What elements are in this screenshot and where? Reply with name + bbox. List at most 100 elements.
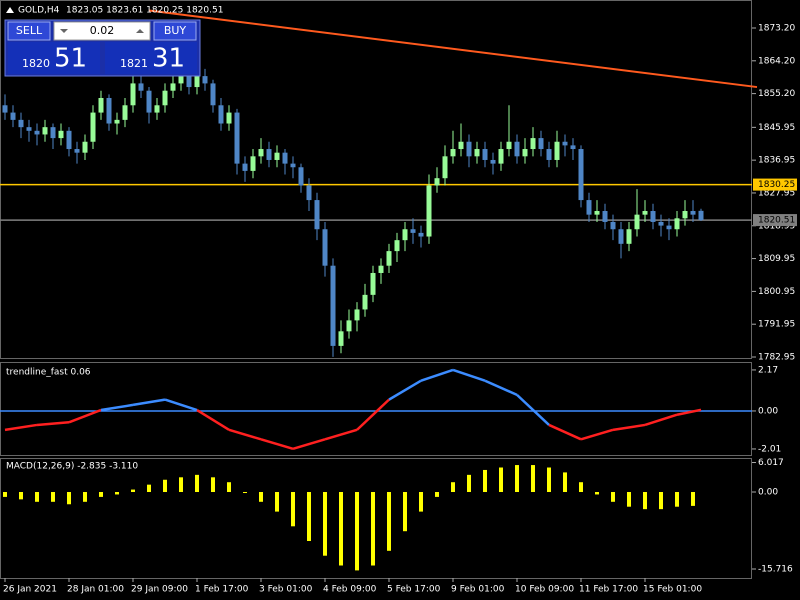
x-tick-label: 11 Feb 17:00 — [579, 585, 638, 595]
indicator-pane — [0, 362, 752, 456]
bid-prefix: 1820 — [22, 57, 50, 70]
candle-body — [162, 90, 168, 106]
macd-title: MACD(12,26,9) -2.835 -3.110 — [6, 462, 138, 472]
y-tick-label: 1836.95 — [758, 156, 795, 166]
candle-body — [410, 229, 416, 233]
indicator-segment — [676, 408, 702, 416]
candle-body — [394, 240, 400, 252]
x-tick-label: 29 Jan 09:00 — [131, 585, 188, 595]
histogram-bar — [339, 492, 343, 566]
candle-body — [66, 130, 72, 150]
x-tick-label: 3 Feb 01:00 — [259, 585, 313, 595]
plot-layer: 1873.20 1864.20 1855.20 1845.95 1836.95 1827.… — [0, 9, 797, 595]
candle-body — [2, 105, 8, 113]
candle-body — [242, 163, 248, 171]
histogram-bar — [387, 492, 391, 551]
candle-body — [250, 156, 256, 171]
candle-body — [378, 265, 384, 273]
ask-prefix: 1821 — [120, 57, 148, 70]
candle-body — [490, 159, 496, 164]
buy-button[interactable] — [153, 21, 197, 41]
x-tick-label: 9 Feb 01:00 — [451, 585, 505, 595]
candle-body — [178, 76, 184, 84]
candle-body — [266, 149, 272, 160]
lot-input[interactable] — [53, 21, 151, 41]
candle-body — [330, 265, 336, 346]
sell-button[interactable] — [7, 21, 51, 41]
y-tick-label: 1782.95 — [758, 353, 795, 363]
candle-body — [186, 76, 192, 88]
candle-body — [498, 149, 504, 164]
histogram-bar — [419, 492, 423, 512]
candle-body — [386, 251, 392, 266]
candle-body — [322, 229, 328, 266]
candle-body — [618, 229, 624, 244]
indicator-segment — [388, 379, 422, 401]
candle-body — [594, 211, 600, 215]
candle-body — [530, 138, 536, 150]
histogram-bar — [275, 492, 279, 512]
candle-body — [306, 185, 312, 201]
ask-pips: 31 — [152, 44, 185, 74]
y-tick-label: 2.17 — [758, 365, 778, 375]
histogram-bar — [355, 492, 359, 571]
candle-body — [418, 232, 424, 237]
ohlc: 1823.05 1823.61 1820.25 1820.51 — [66, 6, 223, 16]
indicator-segment — [356, 398, 390, 431]
indicator-segment — [68, 408, 102, 424]
bid-pips: 51 — [54, 44, 87, 74]
y-tick-label: 1864.20 — [758, 56, 795, 66]
y-tick-label: 1818.95 — [758, 221, 795, 231]
histogram-bar — [467, 474, 471, 493]
candle-body — [258, 149, 264, 157]
histogram-bar — [35, 492, 39, 502]
candle-body — [130, 83, 136, 106]
candle-body — [282, 152, 288, 164]
indicator-segment — [612, 423, 646, 432]
candle-body — [634, 214, 640, 230]
candle-body — [154, 105, 160, 113]
bid-box[interactable] — [8, 42, 100, 74]
y-tick-label: 0.00 — [758, 488, 778, 498]
histogram-bar — [227, 482, 231, 493]
histogram-bar — [563, 472, 567, 493]
y-tick-label: -2.01 — [758, 444, 781, 454]
candle-body — [194, 76, 200, 88]
candle-body — [338, 331, 344, 346]
candle-body — [466, 141, 472, 157]
symbol: GOLD,H4 — [18, 6, 60, 16]
candle-body — [26, 127, 32, 131]
candle-body — [538, 138, 544, 150]
x-tick-label: 15 Feb 01:00 — [643, 585, 702, 595]
histogram-bar — [403, 492, 407, 532]
candle-body — [210, 83, 216, 106]
x-tick-label: 10 Feb 09:00 — [515, 585, 574, 595]
candle-body — [146, 90, 152, 113]
level-label: 1830.25 — [758, 180, 795, 190]
indicator-segment — [260, 438, 294, 450]
histogram-bar — [51, 492, 55, 502]
histogram-bar — [323, 492, 327, 556]
x-tick-label: 4 Feb 09:00 — [323, 585, 377, 595]
histogram-bar — [3, 492, 7, 497]
indicator-segment — [164, 398, 198, 412]
candle-body — [434, 178, 440, 186]
indicator-segment — [516, 393, 550, 426]
ask-box[interactable] — [105, 42, 197, 74]
histogram-bar — [307, 492, 311, 542]
lot-value: 0.02 — [90, 24, 115, 37]
level-tag — [753, 178, 797, 191]
candle-body — [122, 105, 128, 120]
indicator-segment — [548, 423, 582, 441]
candle-body — [602, 211, 608, 222]
candle-body — [442, 156, 448, 179]
candle-body — [506, 141, 512, 150]
histogram-bar — [259, 492, 263, 502]
collapse-icon[interactable] — [6, 7, 14, 13]
x-tick-label: 1 Feb 17:00 — [195, 585, 249, 595]
candle-body — [450, 149, 456, 157]
candle-body — [218, 105, 224, 124]
histogram-bar — [643, 492, 647, 510]
candle-body — [666, 225, 672, 230]
